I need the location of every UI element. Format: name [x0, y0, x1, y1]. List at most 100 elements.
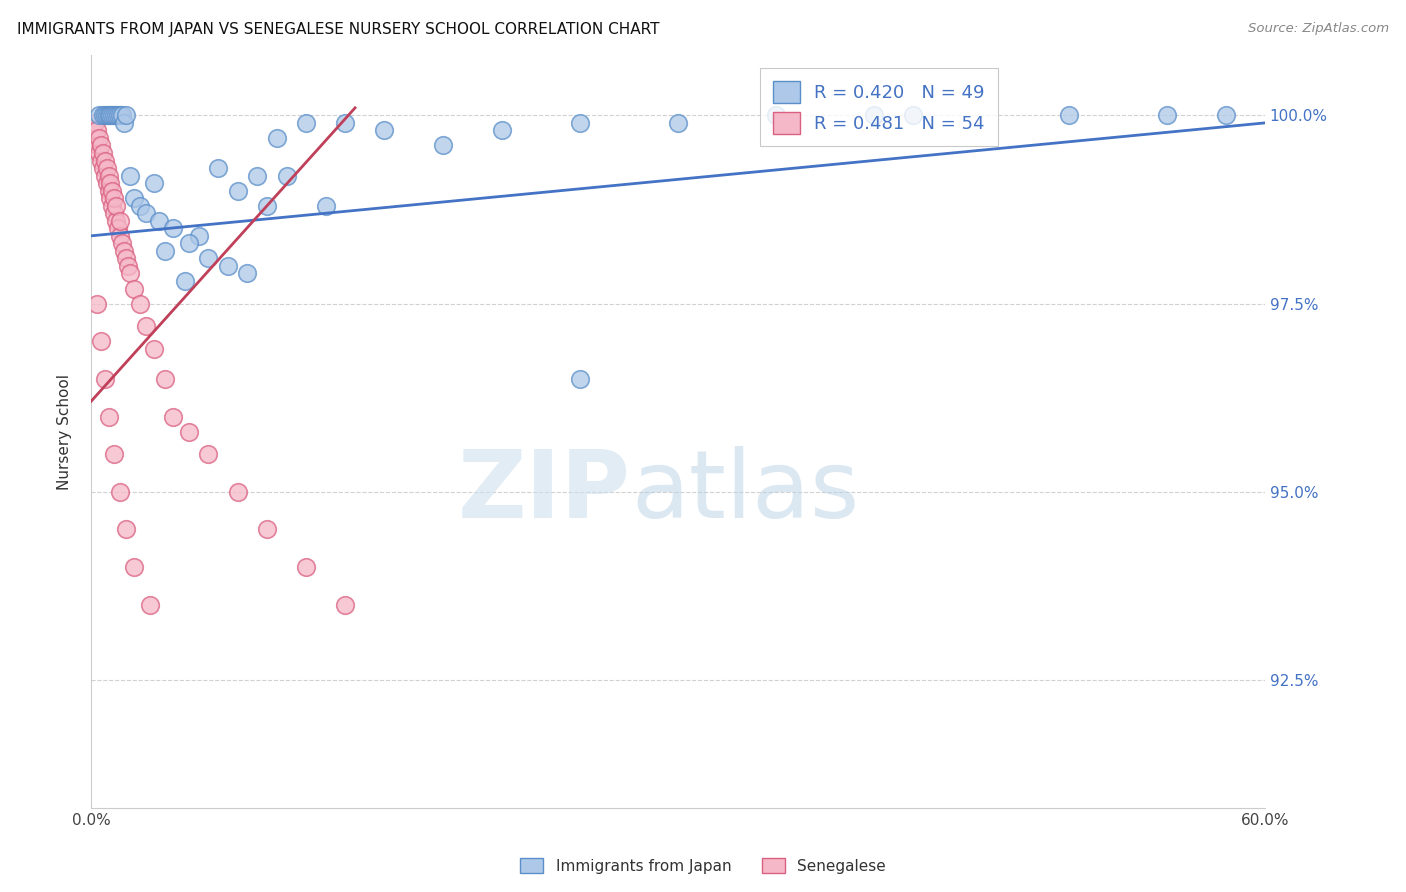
Point [96, 108, 118, 122]
Point [111, 236, 134, 251]
Point [135, 319, 157, 334]
Point [177, 425, 200, 439]
Point [87, 108, 110, 122]
Point [120, 169, 142, 183]
Point [295, 116, 318, 130]
Point [107, 108, 129, 122]
Point [335, 116, 357, 130]
Point [101, 184, 124, 198]
Point [100, 191, 122, 205]
Point [101, 108, 124, 122]
Point [226, 184, 249, 198]
Point [120, 267, 142, 281]
Point [138, 598, 160, 612]
Point [91, 108, 114, 122]
Point [83, 116, 105, 130]
Point [226, 484, 249, 499]
Point [93, 153, 115, 168]
Point [155, 244, 177, 258]
Point [103, 447, 125, 461]
Point [103, 191, 125, 205]
Point [128, 199, 150, 213]
Point [142, 342, 165, 356]
Point [569, 372, 592, 386]
Point [112, 244, 135, 258]
Point [122, 191, 145, 205]
Point [96, 176, 118, 190]
Point [177, 236, 200, 251]
Point [246, 169, 269, 183]
Point [103, 206, 125, 220]
Point [91, 146, 114, 161]
Point [97, 169, 120, 183]
Point [105, 199, 128, 213]
Point [90, 334, 112, 349]
Point [373, 123, 395, 137]
Point [135, 206, 157, 220]
Text: IMMIGRANTS FROM JAPAN VS SENEGALESE NURSERY SCHOOL CORRELATION CHART: IMMIGRANTS FROM JAPAN VS SENEGALESE NURS… [17, 22, 659, 37]
Point [315, 199, 337, 213]
Point [83, 131, 105, 145]
Point [115, 252, 138, 266]
Text: Source: ZipAtlas.com: Source: ZipAtlas.com [1249, 22, 1389, 36]
Point [86, 138, 108, 153]
Point [91, 161, 114, 175]
Point [197, 252, 219, 266]
Point [148, 214, 170, 228]
Point [115, 108, 138, 122]
Point [122, 281, 145, 295]
Text: ZIP: ZIP [458, 446, 631, 538]
Point [432, 138, 454, 153]
Point [666, 116, 689, 130]
Point [93, 372, 115, 386]
Point [236, 267, 259, 281]
Point [122, 560, 145, 574]
Point [101, 199, 124, 213]
Point [111, 108, 134, 122]
Point [1057, 108, 1080, 122]
Point [197, 447, 219, 461]
Point [112, 116, 135, 130]
Legend: R = 0.420   N = 49, R = 0.481   N = 54: R = 0.420 N = 49, R = 0.481 N = 54 [761, 68, 998, 146]
Point [110, 214, 132, 228]
Point [256, 199, 278, 213]
Point [335, 598, 357, 612]
Point [155, 372, 177, 386]
Point [142, 176, 165, 190]
Point [82, 123, 104, 137]
Point [105, 214, 128, 228]
Point [266, 131, 288, 145]
Point [90, 138, 112, 153]
Point [97, 108, 120, 122]
Point [276, 169, 298, 183]
Point [765, 108, 787, 122]
Point [162, 221, 184, 235]
Point [1215, 108, 1237, 122]
Text: atlas: atlas [631, 446, 859, 538]
Point [207, 161, 229, 175]
Point [862, 108, 884, 122]
Point [97, 184, 120, 198]
Point [90, 153, 112, 168]
Point [86, 123, 108, 137]
Point [100, 176, 122, 190]
Y-axis label: Nursery School: Nursery School [58, 374, 72, 490]
Point [105, 108, 128, 122]
Point [93, 169, 115, 183]
Point [187, 228, 209, 243]
Point [128, 296, 150, 310]
Point [115, 523, 138, 537]
Point [491, 123, 513, 137]
Point [173, 274, 195, 288]
Point [110, 484, 132, 499]
Point [110, 108, 132, 122]
Point [93, 108, 115, 122]
Point [97, 409, 120, 424]
Point [1156, 108, 1178, 122]
Point [110, 228, 132, 243]
Point [901, 108, 924, 122]
Point [117, 259, 139, 273]
Point [256, 523, 278, 537]
Point [96, 161, 118, 175]
Point [217, 259, 239, 273]
